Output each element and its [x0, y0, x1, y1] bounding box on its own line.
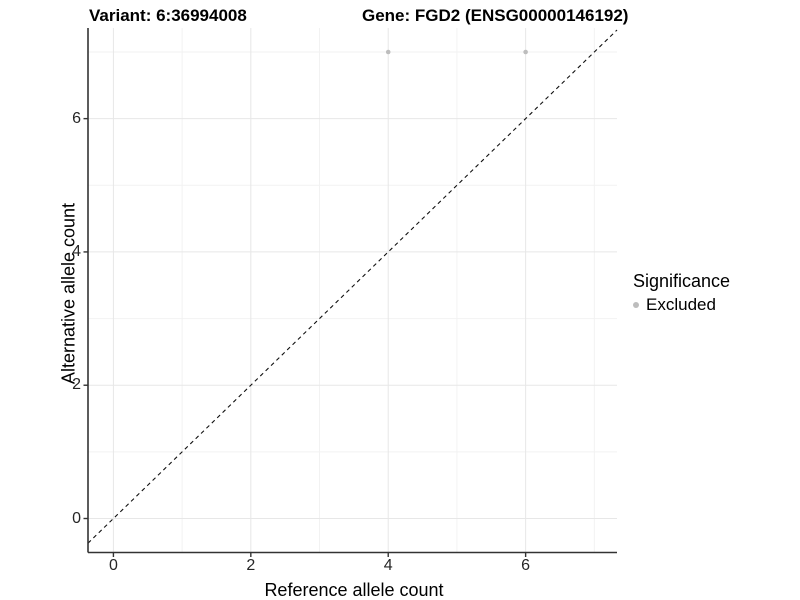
identity-line	[87, 29, 618, 544]
data-point	[523, 49, 528, 55]
y-tick-label: 4	[72, 242, 81, 260]
y-tick-label: 6	[72, 109, 81, 127]
x-tick-label: 2	[246, 557, 256, 574]
x-tick-label: 6	[521, 557, 531, 574]
plot-title-gene: Gene: FGD2 (ENSG00000146192)	[362, 6, 629, 25]
data-point	[385, 49, 391, 55]
plot-title-variant: Variant: 6:36994008	[89, 6, 247, 25]
legend-item-excluded: Excluded	[633, 295, 730, 315]
legend-item-label: Excluded	[646, 295, 716, 314]
legend-point-swatch	[633, 302, 639, 308]
legend-title: Significance	[633, 271, 731, 291]
legend: Significance Excluded	[633, 271, 730, 315]
y-tick-label: 0	[72, 509, 81, 527]
x-tick-label: 4	[383, 557, 393, 574]
x-axis-title: Reference allele count	[264, 580, 444, 600]
y-tick-label: 2	[72, 376, 81, 394]
x-tick-label: 0	[108, 557, 118, 574]
